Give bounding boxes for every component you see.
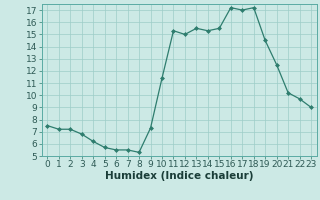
X-axis label: Humidex (Indice chaleur): Humidex (Indice chaleur) (105, 171, 253, 181)
